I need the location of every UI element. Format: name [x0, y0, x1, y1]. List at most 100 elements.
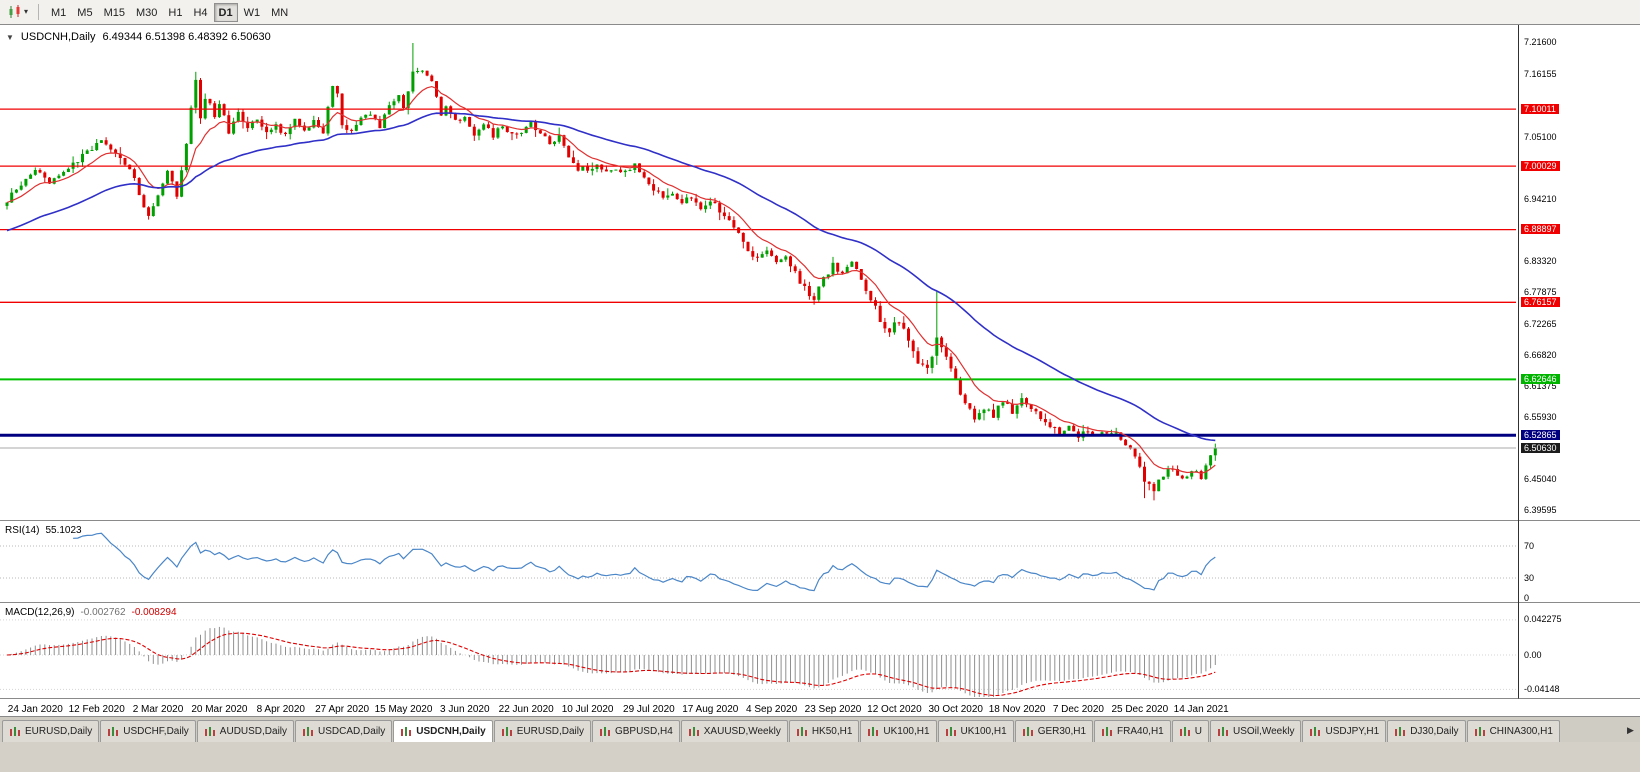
tab-scroll-right-button[interactable]: ▶: [1627, 725, 1634, 735]
level-price-label: 6.88897: [1521, 224, 1560, 234]
svg-text:8 Apr 2020: 8 Apr 2020: [257, 704, 306, 715]
svg-text:15 May 2020: 15 May 2020: [375, 704, 433, 715]
chart-tab-icon: [1022, 726, 1034, 737]
chart-tab-usoil-weekly[interactable]: USOil,Weekly: [1209, 720, 1302, 742]
chart-tab-icon: [9, 726, 21, 737]
chart-tab-gbpusd-h4[interactable]: GBPUSD,H4: [591, 720, 680, 742]
chart-tab-label: USOil,Weekly: [1232, 726, 1295, 737]
chart-tab-china300-h1[interactable]: CHINA300,H1: [1466, 720, 1560, 742]
price-axis-label: 6.94210: [1524, 194, 1557, 204]
chart-tab-label: EURUSD,Daily: [25, 726, 93, 737]
timeframe-button-d1[interactable]: D1: [213, 2, 238, 22]
window-bottom-strip: [0, 742, 1640, 772]
chart-tab-icon: [599, 726, 611, 737]
timeframe-button-m5[interactable]: M5: [77, 6, 93, 19]
chart-tab-icon: [302, 726, 314, 737]
chart-tab-icon: [501, 726, 513, 737]
price-axis-label: 6.39595: [1524, 505, 1557, 515]
chart-tab-usdcnh-daily[interactable]: USDCNH,Daily: [393, 720, 493, 742]
chart-tab-label: XAUUSD,Weekly: [703, 726, 781, 737]
timeframe-button-w1[interactable]: W1: [243, 6, 261, 19]
chart-tab-icon: [1101, 726, 1113, 737]
macd-main-value: -0.002762: [80, 607, 126, 618]
chart-tab-label: UK100,H1: [960, 726, 1007, 737]
macd-indicator-name: MACD(12,26,9): [5, 607, 75, 618]
price-axis-label: 6.45040: [1524, 474, 1557, 484]
chart-tab-label: DJ30,Daily: [1410, 726, 1459, 737]
level-price-label: 7.00029: [1521, 161, 1560, 171]
chart-tab-icon: [400, 726, 412, 737]
timeframe-button-h4[interactable]: H4: [193, 6, 208, 19]
chart-tab-eurusd-daily[interactable]: EURUSD,Daily: [493, 720, 591, 742]
chart-tab-label: GER30,H1: [1037, 726, 1087, 737]
chart-tab-eurusd-daily[interactable]: EURUSD,Daily: [2, 720, 100, 742]
toolbar-separator: [38, 4, 40, 20]
rsi-indicator-header: RSI(14) 55.1023: [5, 525, 82, 536]
chart-tab-label: FRA40,H1: [1117, 726, 1164, 737]
chart-tab-icon: [107, 726, 119, 737]
chart-tab-icon: [796, 726, 808, 737]
chart-tab-icon: [1179, 726, 1191, 737]
timeframe-button-h1[interactable]: H1: [168, 6, 183, 19]
price-axis-label: 7.16155: [1524, 69, 1557, 79]
price-axis-label: 7.05100: [1524, 132, 1557, 142]
chart-tab-label: U: [1194, 726, 1202, 737]
chart-tab-u[interactable]: U: [1171, 720, 1209, 742]
chart-tab-dj30-daily[interactable]: DJ30,Daily: [1387, 720, 1466, 742]
timeframe-button-m1[interactable]: M1: [51, 6, 67, 19]
rsi-scale-label: 0: [1524, 593, 1530, 603]
svg-text:12 Oct 2020: 12 Oct 2020: [867, 704, 922, 715]
price-chart-canvas[interactable]: 24 Jan 2020 12 Feb 2020 2 Mar 2020 20 Mar 2…: [0, 25, 1640, 716]
rsi-scale-label: 70: [1524, 541, 1535, 551]
current-price-label: 6.50630: [1521, 443, 1560, 453]
svg-text:18 Nov 2020: 18 Nov 2020: [989, 704, 1046, 715]
price-scale[interactable]: 7.21600 7.16155 7.10011 7.05100 7.00029 6.942…: [1519, 25, 1640, 699]
chart-title: ▼ USDCNH,Daily 6.49344 6.51398 6.48392 6…: [6, 31, 271, 43]
svg-text:17 Aug 2020: 17 Aug 2020: [682, 704, 739, 715]
chart-tab-label: EURUSD,Daily: [516, 726, 584, 737]
macd-scale-label: 0.00: [1524, 650, 1542, 660]
chart-tab-bar: EURUSD,Daily USDCHF,Daily AUDUSD,Daily USDC…: [0, 716, 1640, 742]
timeframe-button-m30[interactable]: M30: [135, 6, 158, 19]
chart-tab-label: USDCNH,Daily: [416, 726, 486, 737]
chart-tab-usdjpy-h1[interactable]: USDJPY,H1: [1302, 720, 1387, 742]
level-price-label: 6.76157: [1521, 297, 1560, 307]
chart-tab-uk100-h1[interactable]: UK100,H1: [937, 720, 1014, 742]
chart-tab-label: USDCAD,Daily: [318, 726, 386, 737]
chart-tab-icon: [204, 726, 216, 737]
chart-tab-uk100-h1[interactable]: UK100,H1: [860, 720, 937, 742]
chart-tab-icon: [1474, 726, 1486, 737]
price-axis-label: 6.72265: [1524, 319, 1557, 329]
collapse-chart-icon[interactable]: ▼: [6, 32, 14, 42]
timeframe-button-m15[interactable]: M15: [103, 6, 125, 19]
svg-text:23 Sep 2020: 23 Sep 2020: [805, 704, 862, 715]
price-axis-label: 7.21600: [1524, 37, 1557, 47]
svg-text:2 Mar 2020: 2 Mar 2020: [133, 704, 184, 715]
chart-type-dropdown[interactable]: ▾: [4, 2, 31, 23]
chart-tab-fra40-h1[interactable]: FRA40,H1: [1094, 720, 1171, 742]
chart-tab-usdcad-daily[interactable]: USDCAD,Daily: [295, 720, 393, 742]
svg-text:25 Dec 2020: 25 Dec 2020: [1111, 704, 1168, 715]
main-toolbar: ▾ M1 M5 M15 M30 H1 H4 D1 W1 MN: [0, 0, 1640, 25]
chart-tab-label: UK100,H1: [883, 726, 930, 737]
chart-tab-audusd-daily[interactable]: AUDUSD,Daily: [196, 720, 295, 742]
macd-scale-label: 0.042275: [1524, 614, 1562, 624]
timeframe-button-mn[interactable]: MN: [271, 6, 289, 19]
svg-text:3 Jun 2020: 3 Jun 2020: [440, 704, 490, 715]
macd-indicator-header: MACD(12,26,9) -0.002762 -0.008294: [5, 607, 177, 618]
svg-text:7 Dec 2020: 7 Dec 2020: [1053, 704, 1105, 715]
chart-tab-usdchf-daily[interactable]: USDCHF,Daily: [100, 720, 196, 742]
timeframe-button-group: M1 M5 M15 M30 H1 H4 D1 W1 MN: [46, 2, 293, 22]
svg-text:24 Jan 2020: 24 Jan 2020: [8, 704, 63, 715]
price-axis-label: 6.55930: [1524, 412, 1557, 422]
svg-text:10 Jul 2020: 10 Jul 2020: [562, 704, 614, 715]
chart-area[interactable]: 24 Jan 2020 12 Feb 2020 2 Mar 2020 20 Mar 2…: [0, 25, 1640, 716]
chart-tab-xauusd-weekly[interactable]: XAUUSD,Weekly: [680, 720, 788, 742]
chart-tab-hk50-h1[interactable]: HK50,H1: [788, 720, 860, 742]
rsi-indicator-name: RSI(14): [5, 525, 40, 536]
price-axis-label: 6.77875: [1524, 287, 1557, 297]
svg-text:27 Apr 2020: 27 Apr 2020: [315, 704, 369, 715]
macd-signal-value: -0.008294: [131, 607, 177, 618]
chart-tab-icon: [1217, 726, 1229, 737]
chart-tab-ger30-h1[interactable]: GER30,H1: [1014, 720, 1094, 742]
